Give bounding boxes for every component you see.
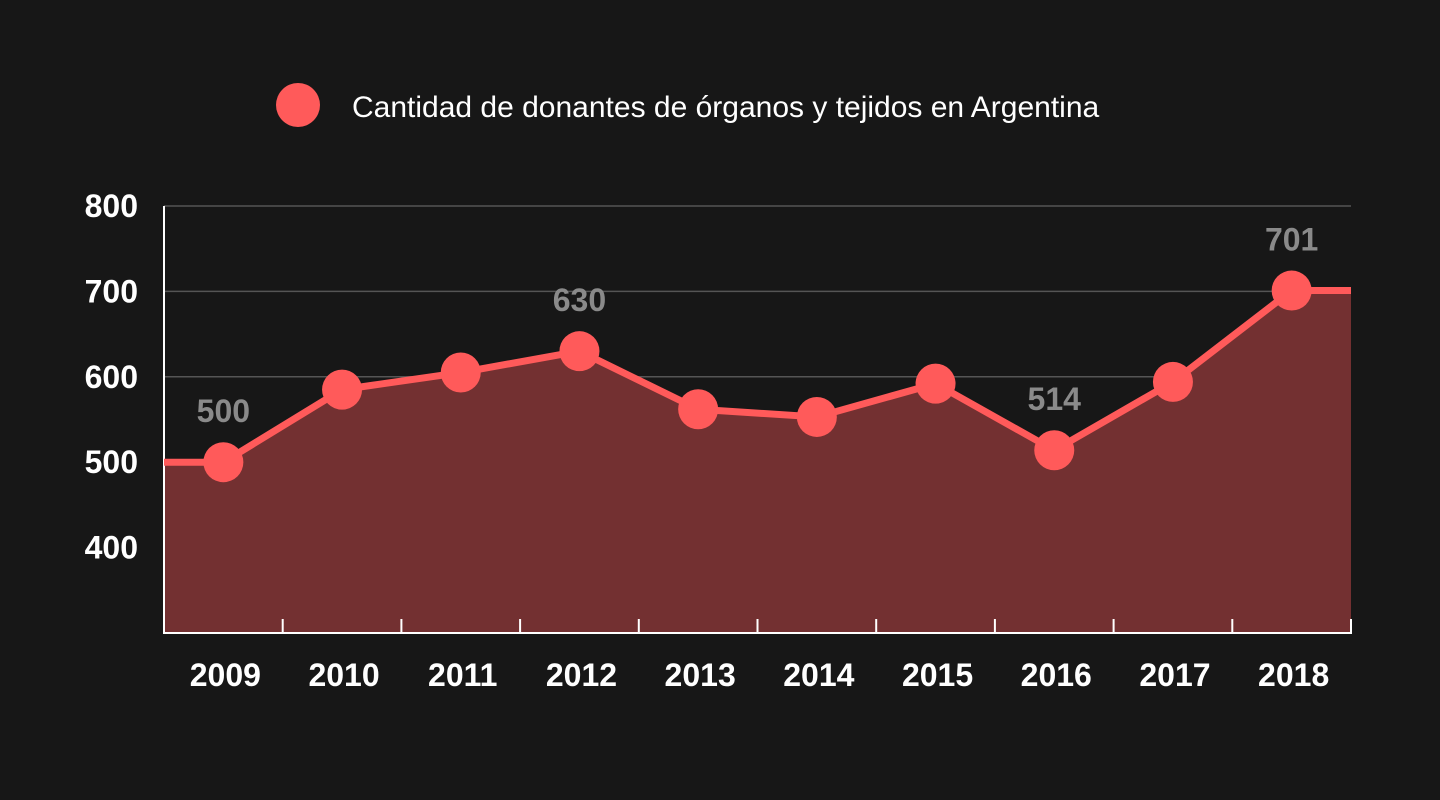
y-tick-label-600: 600: [85, 359, 138, 395]
legend-marker: [276, 83, 320, 127]
area-fill: [164, 290, 1351, 633]
data-point-2012: [559, 331, 600, 372]
axes: 400 500 600 700 800 2009 2010 2011 2012 2013 2014 2…: [85, 188, 1352, 693]
data-points: [203, 270, 1312, 483]
x-tick-label-2012: 2012: [546, 657, 617, 693]
data-point-2017: [1152, 361, 1193, 402]
legend: Cantidad de donantes de órganos y tejido…: [276, 83, 1100, 127]
y-tick-label-500: 500: [85, 444, 138, 480]
data-point-2009: [203, 442, 244, 483]
data-label-2009: 500: [197, 393, 250, 429]
y-tick-label-800: 800: [85, 188, 138, 224]
legend-label: Cantidad de donantes de órganos y tejido…: [352, 91, 1100, 124]
x-tick-label-2013: 2013: [665, 657, 736, 693]
x-tick-label-2011: 2011: [428, 657, 497, 693]
x-tick-label-2018: 2018: [1258, 657, 1329, 693]
x-tick-label-2017: 2017: [1139, 657, 1210, 693]
y-tick-label-700: 700: [85, 273, 138, 309]
data-point-2014: [796, 396, 837, 437]
data-point-2015: [915, 363, 956, 404]
y-tick-label-400: 400: [85, 530, 138, 566]
x-tick-label-2015: 2015: [902, 657, 973, 693]
data-point-2016: [1034, 430, 1075, 471]
data-point-2011: [440, 352, 481, 393]
series-line: [164, 287, 1351, 466]
data-label-2016: 514: [1028, 381, 1082, 417]
data-labels: 500 630 514 701: [197, 222, 1319, 430]
x-tick-label-2016: 2016: [1021, 657, 1092, 693]
x-tick-label-2010: 2010: [308, 657, 379, 693]
area-fill-path: [164, 290, 1351, 633]
data-point-2018: [1271, 270, 1312, 311]
data-label-2018: 701: [1265, 222, 1318, 258]
series-line-path: [164, 287, 1351, 466]
data-point-2013: [678, 389, 719, 430]
data-point-2010: [322, 369, 363, 410]
data-label-2012: 630: [553, 282, 606, 318]
x-tick-label-2014: 2014: [783, 657, 854, 693]
x-tick-label-2009: 2009: [190, 657, 261, 693]
